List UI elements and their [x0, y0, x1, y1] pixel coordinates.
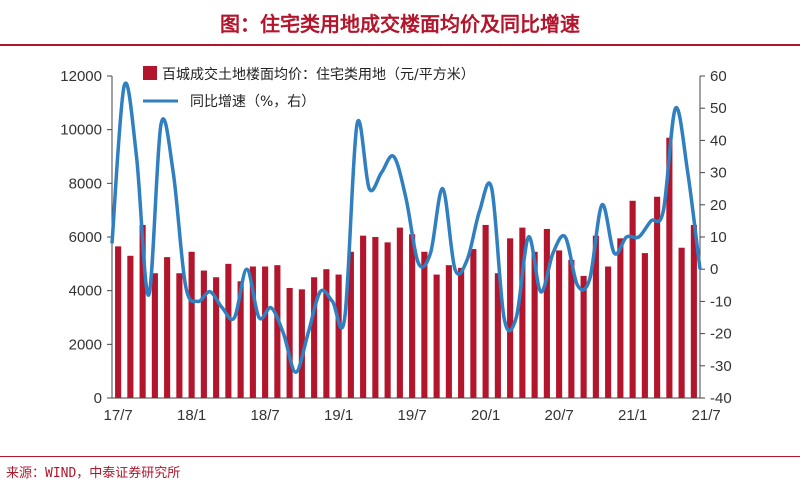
x-tick-label: 20/1 — [471, 407, 500, 424]
y-right-tick-label: 0 — [710, 261, 718, 278]
bar — [519, 227, 526, 398]
bar — [262, 266, 269, 398]
line-group — [110, 81, 702, 374]
bar — [396, 227, 403, 398]
y-left-tick-label: 10000 — [60, 122, 102, 139]
x-tick-label: 21/1 — [618, 407, 647, 424]
title-divider — [0, 44, 800, 46]
x-tick-label: 20/7 — [545, 407, 574, 424]
axes-group: 0 2000 4000 6000 8000 10000 12000 -40 -30 -20 -10 0… — [60, 68, 731, 424]
legend-bar-swatch — [143, 66, 157, 80]
bar — [445, 265, 452, 398]
y-right-tick-label: 20 — [710, 197, 727, 214]
chart-title: 图：住宅类用地成交楼面均价及同比增速 — [220, 12, 580, 36]
y-left-tick-label: 6000 — [69, 229, 102, 246]
y-right-tick-label: 60 — [710, 68, 727, 85]
x-tick-label: 19/7 — [398, 407, 427, 424]
y-right-tick-label: -20 — [710, 326, 732, 343]
yoy-growth-line — [110, 81, 702, 374]
bar — [409, 234, 416, 398]
x-tick-label: 17/7 — [104, 407, 133, 424]
bar — [139, 224, 146, 398]
bar — [494, 273, 501, 398]
y-left-tick-label: 0 — [94, 390, 102, 407]
bar — [556, 250, 563, 398]
bar — [433, 274, 440, 398]
bar — [531, 251, 538, 398]
bar — [384, 242, 391, 398]
bar — [666, 137, 673, 398]
bar — [470, 249, 477, 398]
bar — [127, 255, 134, 398]
bar — [237, 281, 244, 398]
bar — [176, 273, 183, 398]
y-right-tick-label: -30 — [710, 358, 732, 375]
bar — [298, 289, 305, 398]
bar — [274, 265, 281, 398]
legend-line-label: 同比增速（%，右） — [190, 94, 315, 110]
y-left-tick-label: 12000 — [60, 68, 102, 85]
bar — [188, 251, 195, 398]
bar — [605, 266, 612, 398]
legend-bar-label: 百城成交土地楼面均价：住宅类用地（元/平方米） — [162, 66, 475, 83]
bar — [617, 238, 624, 398]
y-right-tick-label: 30 — [710, 165, 727, 182]
bar — [213, 277, 220, 398]
y-right-tick-label: -40 — [710, 390, 732, 407]
bar — [323, 269, 330, 398]
bar — [164, 257, 171, 398]
bar — [629, 200, 636, 398]
bar — [507, 238, 514, 398]
y-right-tick-label: 40 — [710, 132, 727, 149]
y-right-tick-label: 10 — [710, 229, 727, 246]
y-right-tick-label: 50 — [710, 100, 727, 117]
bar — [690, 224, 697, 398]
bar — [580, 275, 587, 398]
bar — [360, 235, 367, 398]
bar — [225, 263, 232, 398]
bar — [543, 228, 550, 398]
bar — [200, 270, 207, 398]
bar — [592, 235, 599, 398]
bar — [311, 277, 318, 398]
legend: 百城成交土地楼面均价：住宅类用地（元/平方米） 同比增速（%，右） — [143, 66, 475, 110]
y-left-tick-label: 4000 — [69, 283, 102, 300]
bar — [286, 287, 293, 398]
bar — [482, 224, 489, 398]
bars-group — [115, 137, 697, 398]
bar — [458, 267, 465, 398]
x-tick-label: 19/1 — [324, 407, 353, 424]
chart-area: 0 2000 4000 6000 8000 10000 12000 -40 -30 -20 -10 0… — [60, 66, 732, 424]
bar — [641, 253, 648, 398]
y-left-tick-label: 2000 — [69, 336, 102, 353]
source-divider — [0, 456, 800, 457]
bar — [421, 251, 428, 398]
bar — [335, 274, 342, 398]
y-right-tick-label: -10 — [710, 293, 732, 310]
y-left-tick-label: 8000 — [69, 175, 102, 192]
bar — [115, 246, 122, 398]
bar — [372, 237, 379, 398]
x-tick-label: 18/1 — [177, 407, 206, 424]
x-tick-label: 18/7 — [251, 407, 280, 424]
bar — [347, 251, 354, 398]
bar — [678, 247, 685, 398]
source-note: 来源：WIND，中泰证券研究所 — [6, 466, 181, 481]
bar — [654, 196, 661, 398]
bar — [568, 259, 575, 398]
x-tick-label: 21/7 — [692, 407, 721, 424]
bar — [249, 266, 256, 398]
bar — [151, 273, 158, 398]
